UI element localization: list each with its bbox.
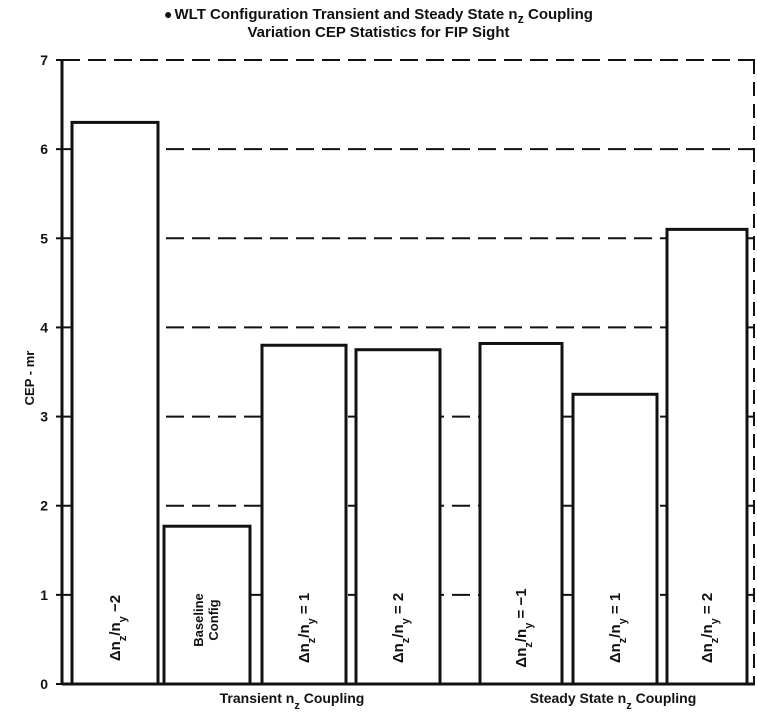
bar-label: Δnz/ny −2 [107,595,129,661]
group-label: Steady State nz Coupling [530,690,697,712]
title-text: WLT Configuration Transient and Steady S… [174,6,518,23]
bar-label-part: /n [513,629,530,642]
group-label-subscript: z [294,700,300,712]
bar-label-part: = 2 [390,593,407,618]
y-tick-label: 1 [40,587,48,603]
group-label-text: Transient n [220,690,295,706]
bar-label-part: = 1 [296,593,313,618]
bar-label-subscript: z [617,637,629,643]
bar-label-part: −2 [107,595,124,616]
bar-label-part: Δn [390,643,407,663]
bar-label-part: /n [699,624,716,637]
y-tick-label: 3 [40,409,48,425]
bar-label-line: Baseline [191,593,206,646]
y-tick-label: 7 [40,52,48,68]
group-label-subscript: z [626,700,632,712]
chart-title-line2: Variation CEP Statistics for FIP Sight [247,24,510,41]
bar-label: Δnz/ny = 1 [607,593,629,663]
y-tick-label: 4 [40,319,48,335]
bar-label: Δnz/ny = 2 [390,593,412,663]
bar-label-subscript: y [617,617,629,624]
bar-label-subscript: z [400,637,412,643]
group-label-text: Coupling [300,690,365,706]
group-label-text: Steady State n [530,690,626,706]
bar-label-part: /n [107,622,124,635]
bar-label-part: Δn [296,643,313,663]
bar-label-part: Δn [607,643,624,663]
chart-title-line1: ● WLT Configuration Transient and Steady … [0,6,757,26]
bars [70,120,749,686]
bar-label-part: = 1 [607,593,624,618]
bar-label-subscript: z [306,637,318,643]
bar [571,392,659,686]
bar-label-subscript: y [400,617,412,624]
bar [70,120,160,686]
bar-label-part: /n [390,624,407,637]
bar-label-subscript: y [709,617,721,624]
y-tick-label: 5 [40,230,48,246]
bar [665,227,749,686]
bar-label-part: = −1 [513,588,530,622]
bar-label-part: Δn [107,641,124,661]
title-text-end: Coupling [523,6,593,23]
bar-label-part: /n [296,624,313,637]
bar-label: BaselineConfig [191,593,221,646]
bar-label-part: = 2 [699,593,716,618]
bar-label-part: Δn [513,648,530,668]
group-labels: Transient nz Coupling Steady State nz Cou… [220,690,697,712]
bar-label-subscript: y [117,615,129,622]
y-tick-label: 6 [40,141,48,157]
bar [478,341,564,686]
bar [162,524,252,686]
bar-label-subscript: z [523,642,535,648]
bar-label-part: /n [607,624,624,637]
bar-label-subscript: z [117,635,129,641]
y-tick-label: 0 [40,676,48,692]
bar [354,348,442,686]
title-bullet: ● [164,6,173,22]
bar-label-line: Config [206,599,221,640]
bar-label-part: Δn [699,643,716,663]
bar-label-subscript: z [709,637,721,643]
y-axis-ticks: 0 1 2 3 4 5 6 7 [40,52,62,692]
group-label-text: Coupling [632,690,697,706]
y-tick-label: 2 [40,498,48,514]
title-subscript: z [517,12,524,26]
bar-label: Δnz/ny = 1 [296,593,318,663]
bar-label-subscript: y [523,622,535,629]
bar-label-subscript: y [306,617,318,624]
group-label: Transient nz Coupling [220,690,365,712]
y-axis-label: CEP - mr [22,351,37,406]
bar-label: Δnz/ny = 2 [699,593,721,663]
bar-label: Δnz/ny = −1 [513,588,535,667]
bar [260,343,348,686]
